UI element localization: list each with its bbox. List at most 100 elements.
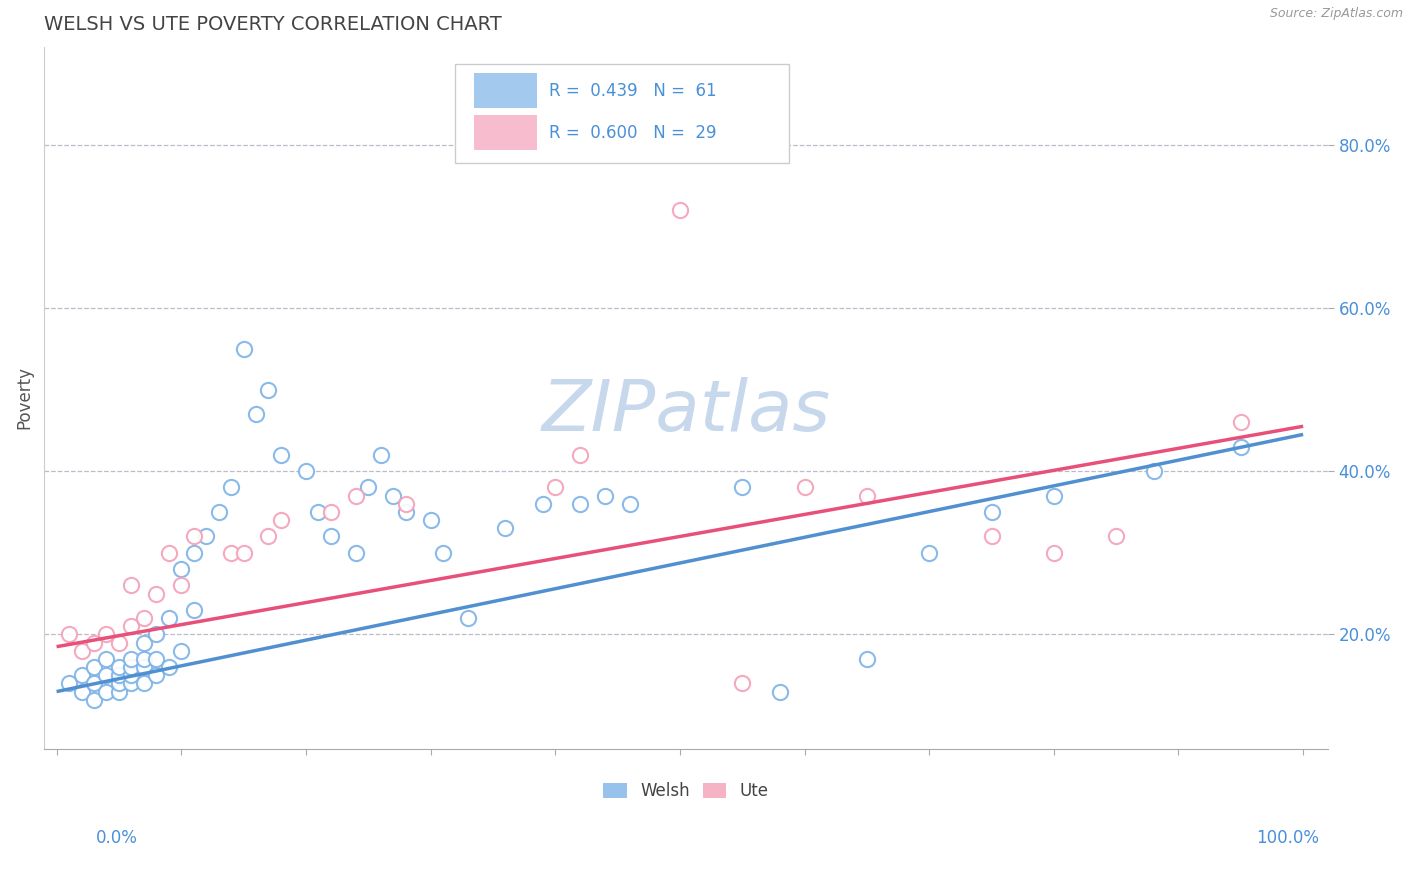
Point xyxy=(768,684,790,698)
Text: R =  0.600   N =  29: R = 0.600 N = 29 xyxy=(548,124,716,142)
FancyBboxPatch shape xyxy=(474,73,537,108)
Point xyxy=(58,676,80,690)
Point xyxy=(569,448,592,462)
Point xyxy=(183,529,205,543)
Point xyxy=(108,668,131,682)
Y-axis label: Poverty: Poverty xyxy=(15,367,32,429)
Point xyxy=(157,611,180,625)
Point xyxy=(856,652,879,666)
Point xyxy=(170,578,193,592)
Point xyxy=(58,627,80,641)
Point xyxy=(319,505,342,519)
Point xyxy=(157,546,180,560)
Point xyxy=(132,611,155,625)
Text: R =  0.439   N =  61: R = 0.439 N = 61 xyxy=(548,82,716,100)
Point xyxy=(357,481,380,495)
Point xyxy=(145,668,167,682)
Point xyxy=(219,546,242,560)
Point xyxy=(108,635,131,649)
Text: 0.0%: 0.0% xyxy=(96,829,138,847)
Point xyxy=(132,660,155,674)
Point xyxy=(1230,440,1253,454)
Point xyxy=(1230,415,1253,429)
Point xyxy=(432,546,454,560)
Point xyxy=(132,635,155,649)
Point xyxy=(120,578,142,592)
Point xyxy=(270,513,292,527)
Point xyxy=(70,668,93,682)
Point xyxy=(394,505,416,519)
Point xyxy=(232,342,254,356)
Point xyxy=(494,521,516,535)
Point xyxy=(1105,529,1128,543)
Point xyxy=(83,660,105,674)
Point xyxy=(96,684,118,698)
Point xyxy=(132,676,155,690)
Point xyxy=(394,497,416,511)
Point xyxy=(1142,464,1164,478)
Point xyxy=(145,586,167,600)
Point xyxy=(219,481,242,495)
Point xyxy=(918,546,941,560)
Point xyxy=(731,481,754,495)
Text: ZIPatlas: ZIPatlas xyxy=(541,377,831,446)
Point xyxy=(83,692,105,706)
Point xyxy=(1043,546,1066,560)
Point xyxy=(295,464,318,478)
Point xyxy=(793,481,815,495)
Point xyxy=(157,660,180,674)
Point xyxy=(370,448,392,462)
Point xyxy=(319,529,342,543)
Point xyxy=(1043,489,1066,503)
FancyBboxPatch shape xyxy=(456,64,789,162)
Point xyxy=(245,407,267,421)
Point xyxy=(170,644,193,658)
Point xyxy=(270,448,292,462)
Point xyxy=(132,652,155,666)
Point xyxy=(70,684,93,698)
Point xyxy=(593,489,616,503)
Point xyxy=(108,676,131,690)
Point xyxy=(170,562,193,576)
Point xyxy=(457,611,479,625)
Point xyxy=(619,497,641,511)
Point xyxy=(207,505,229,519)
Point xyxy=(145,627,167,641)
Point xyxy=(344,546,367,560)
Text: 100.0%: 100.0% xyxy=(1256,829,1319,847)
Point xyxy=(120,619,142,633)
Point xyxy=(145,652,167,666)
Point xyxy=(307,505,329,519)
Point xyxy=(531,497,554,511)
Point xyxy=(120,676,142,690)
Point xyxy=(856,489,879,503)
Point xyxy=(108,684,131,698)
Point xyxy=(83,676,105,690)
Point xyxy=(257,383,280,397)
Point xyxy=(980,529,1002,543)
Point xyxy=(96,652,118,666)
Point xyxy=(344,489,367,503)
Point xyxy=(669,202,692,217)
Point xyxy=(257,529,280,543)
Point xyxy=(96,627,118,641)
Point xyxy=(232,546,254,560)
Point xyxy=(382,489,405,503)
Legend: Welsh, Ute: Welsh, Ute xyxy=(596,776,776,807)
Point xyxy=(120,652,142,666)
Point xyxy=(419,513,441,527)
Point xyxy=(195,529,218,543)
Point xyxy=(183,546,205,560)
Point xyxy=(70,644,93,658)
Point xyxy=(569,497,592,511)
Text: WELSH VS UTE POVERTY CORRELATION CHART: WELSH VS UTE POVERTY CORRELATION CHART xyxy=(44,15,502,34)
Point xyxy=(544,481,567,495)
Point xyxy=(96,668,118,682)
Point xyxy=(980,505,1002,519)
Point xyxy=(108,660,131,674)
FancyBboxPatch shape xyxy=(474,115,537,150)
Text: Source: ZipAtlas.com: Source: ZipAtlas.com xyxy=(1270,7,1403,21)
Point xyxy=(731,676,754,690)
Point xyxy=(83,635,105,649)
Point xyxy=(120,668,142,682)
